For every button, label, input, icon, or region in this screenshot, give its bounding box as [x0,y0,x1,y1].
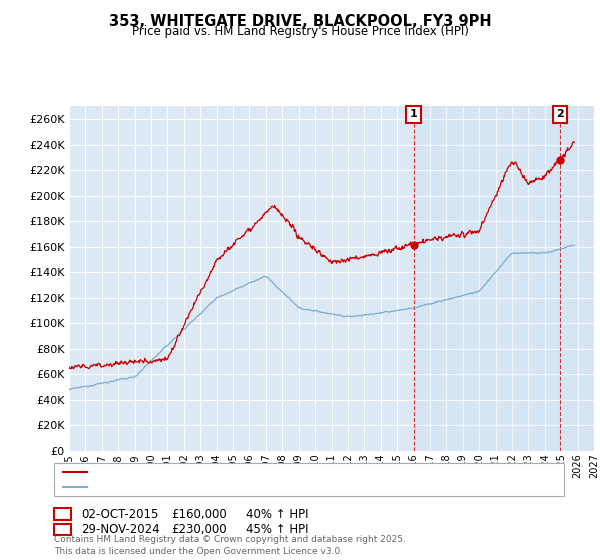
Text: 353, WHITEGATE DRIVE, BLACKPOOL, FY3 9PH: 353, WHITEGATE DRIVE, BLACKPOOL, FY3 9PH [109,14,491,29]
Text: 02-OCT-2015: 02-OCT-2015 [81,507,158,521]
Text: HPI: Average price, semi-detached house, Blackpool: HPI: Average price, semi-detached house,… [90,482,362,492]
Text: 40% ↑ HPI: 40% ↑ HPI [246,507,308,521]
Text: £160,000: £160,000 [171,507,227,521]
Text: 45% ↑ HPI: 45% ↑ HPI [246,522,308,536]
Text: 1: 1 [58,507,67,521]
Text: Price paid vs. HM Land Registry's House Price Index (HPI): Price paid vs. HM Land Registry's House … [131,25,469,38]
Text: 1: 1 [410,109,418,119]
Text: 2: 2 [556,109,564,119]
Text: 2: 2 [58,522,67,536]
Text: 353, WHITEGATE DRIVE, BLACKPOOL, FY3 9PH (semi-detached house): 353, WHITEGATE DRIVE, BLACKPOOL, FY3 9PH… [90,467,455,477]
Text: £230,000: £230,000 [171,522,227,536]
Text: Contains HM Land Registry data © Crown copyright and database right 2025.
This d: Contains HM Land Registry data © Crown c… [54,535,406,556]
Bar [413,106,594,451]
Text: 29-NOV-2024: 29-NOV-2024 [81,522,160,536]
